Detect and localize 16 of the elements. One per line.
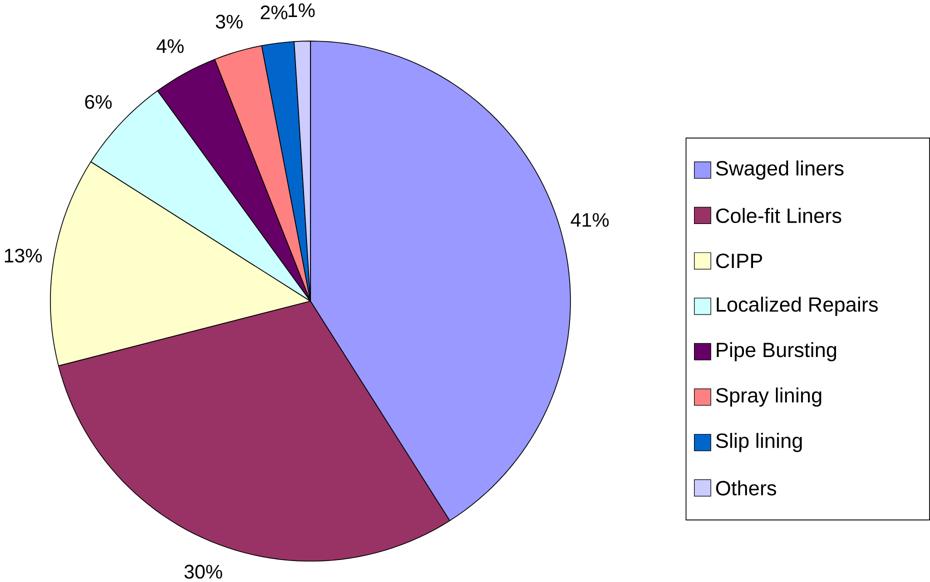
data-label: 13% [4, 248, 42, 263]
legend-label: CIPP [716, 254, 762, 268]
data-label: 6% [85, 94, 112, 109]
legend-label: Others [716, 480, 776, 496]
legend-label: Cole-fit Liners [716, 208, 842, 223]
data-label: 4% [156, 39, 184, 53]
legend-label: Spray lining [716, 388, 822, 407]
legend-label: Slip lining [716, 432, 802, 452]
data-label: 3% [216, 14, 243, 29]
legend-label: Swaged liners [716, 160, 844, 180]
data-label: 41% [570, 213, 609, 227]
legend-label: Localized Repairs [716, 296, 878, 316]
data-label: 2% [260, 6, 288, 20]
data-label: 1% [288, 3, 315, 18]
data-label: 30% [184, 564, 222, 579]
legend-label: Pipe Bursting [716, 342, 836, 362]
